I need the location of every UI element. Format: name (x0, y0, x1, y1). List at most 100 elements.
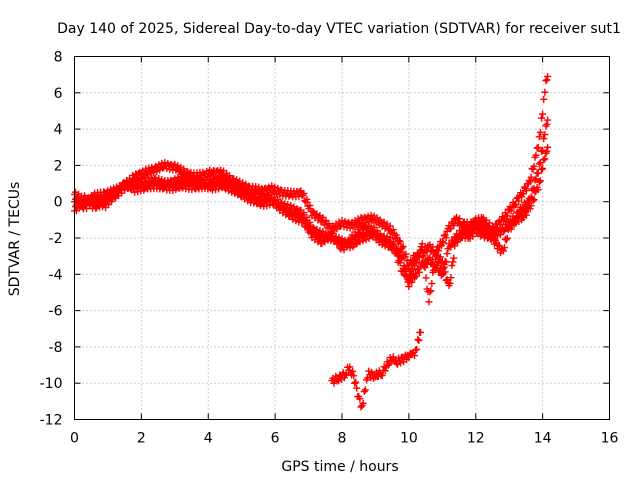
data-point (515, 197, 523, 205)
series-upper-band-c (71, 143, 552, 306)
data-point (507, 207, 515, 215)
y-tick-labels: -12 -10 -8 -6 -4 -2 0 2 4 6 8 (40, 50, 63, 429)
data-point (431, 261, 439, 269)
data-point (277, 202, 285, 210)
x-tick-label: 14 (534, 431, 552, 447)
data-point (447, 274, 455, 282)
data-point (300, 189, 308, 197)
data-point (440, 263, 448, 271)
data-point (399, 253, 407, 261)
data-point (500, 244, 508, 252)
data-point (441, 268, 449, 276)
x-axis-label: GPS time / hours (281, 459, 398, 475)
data-point (536, 177, 544, 185)
axis-ticks (74, 56, 610, 420)
data-point (427, 287, 435, 295)
data-point (535, 178, 543, 186)
data-point (539, 164, 547, 172)
data-point (350, 372, 358, 380)
data-point (544, 116, 552, 124)
data-point (315, 235, 323, 243)
data-point (361, 386, 369, 394)
data-point (378, 371, 386, 379)
x-tick-labels: 0 2 4 6 8 10 12 14 16 (70, 431, 618, 447)
data-point (413, 345, 421, 353)
x-tick-label: 10 (400, 431, 418, 447)
data-point (415, 268, 423, 276)
data-point (469, 232, 477, 240)
data-point (530, 196, 538, 204)
y-tick-label: -12 (40, 413, 63, 429)
data-point (540, 95, 548, 103)
data-point (346, 239, 354, 247)
data-point (332, 233, 340, 241)
data-point (443, 250, 451, 258)
data-point (478, 215, 486, 223)
data-point (398, 244, 406, 252)
x-tick-label: 6 (271, 431, 280, 447)
data-point (417, 328, 425, 336)
data-point (410, 352, 418, 360)
data-point (502, 236, 510, 244)
data-point (535, 160, 543, 168)
data-point (526, 205, 534, 213)
data-point (399, 242, 407, 250)
data-point (522, 211, 530, 219)
data-point (353, 384, 361, 392)
x-tick-label: 8 (338, 431, 347, 447)
data-point (540, 156, 548, 164)
data-point (341, 371, 349, 379)
data-point (357, 403, 365, 411)
data-point (529, 197, 537, 205)
data-point (392, 247, 400, 255)
y-tick-label: 8 (54, 50, 63, 66)
data-point (356, 395, 364, 403)
data-point (76, 202, 84, 210)
data-point (300, 216, 308, 224)
series-lower-band (328, 328, 425, 411)
data-point (499, 216, 507, 224)
y-tick-label: -6 (49, 304, 63, 320)
data-point (423, 248, 431, 256)
data-point (408, 270, 416, 278)
data-point (544, 72, 552, 80)
chart-title: Day 140 of 2025, Sidereal Day-to-day VTE… (57, 21, 621, 37)
data-point (534, 143, 542, 151)
data-point (532, 175, 540, 183)
data-point (512, 201, 520, 209)
y-tick-label: -10 (40, 376, 63, 392)
data-point (438, 257, 446, 265)
data-point (543, 120, 551, 128)
data-point (418, 240, 426, 248)
x-tick-label: 4 (204, 431, 213, 447)
data-point (488, 231, 496, 239)
data-point (413, 259, 421, 267)
data-point (538, 114, 546, 122)
data-point (360, 387, 368, 395)
data-point (329, 229, 337, 237)
data-point (421, 264, 429, 272)
y-tick-label: -4 (49, 267, 63, 283)
data-point (416, 246, 424, 254)
data-point (396, 259, 404, 267)
data-point (534, 186, 542, 194)
data-point (415, 336, 423, 344)
series-upper-band-b (71, 116, 552, 291)
x-tick-label: 0 (70, 431, 79, 447)
data-point (536, 128, 544, 136)
data-point (543, 148, 551, 156)
data-point (542, 77, 550, 85)
y-tick-label: -8 (49, 340, 63, 356)
data-point (390, 243, 398, 251)
data-point (543, 76, 551, 84)
y-tick-label: 0 (54, 195, 63, 211)
y-tick-label: 2 (54, 158, 63, 174)
data-point (499, 247, 507, 255)
data-point (300, 209, 308, 217)
data-point (412, 257, 420, 265)
data-point (456, 215, 464, 223)
data-point (499, 228, 507, 236)
data-point (539, 110, 547, 118)
data-point (544, 143, 552, 151)
